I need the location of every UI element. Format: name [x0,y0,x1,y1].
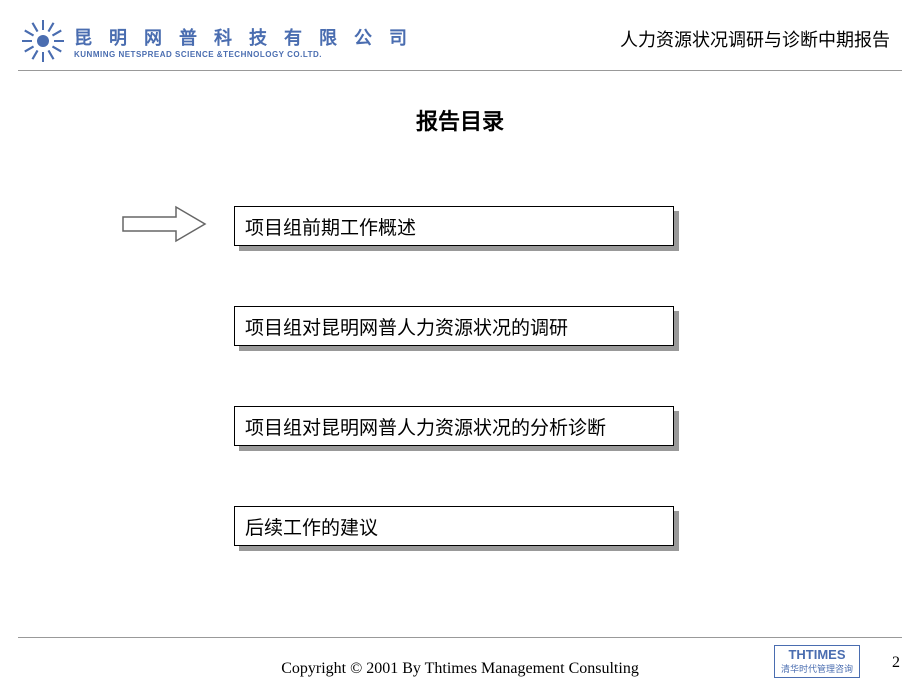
company-name-en: KUNMING NETSPREAD SCIENCE &TECHNOLOGY CO… [74,50,413,59]
toc-item: 项目组对昆明网普人力资源状况的调研 [234,306,674,346]
toc-list: 项目组前期工作概述 项目组对昆明网普人力资源状况的调研 项目组对昆明网普人力资源… [234,206,920,546]
toc-box: 项目组对昆明网普人力资源状况的分析诊断 [234,406,674,446]
toc-label: 项目组前期工作概述 [245,213,416,240]
footer-badge: THTIMES 清华时代管理咨询 [774,645,860,678]
toc-label: 后续工作的建议 [245,513,378,540]
header-divider [18,70,902,71]
logo-text: 昆 明 网 普 科 技 有 限 公 司 KUNMING NETSPREAD SC… [74,24,413,59]
report-title: 人力资源状况调研与诊断中期报告 [620,18,890,52]
logo-block: 昆 明 网 普 科 技 有 限 公 司 KUNMING NETSPREAD SC… [20,18,413,64]
toc-label: 项目组对昆明网普人力资源状况的调研 [245,313,568,340]
footer-divider [18,637,902,638]
toc-item: 项目组前期工作概述 [234,206,674,246]
toc-box: 项目组对昆明网普人力资源状况的调研 [234,306,674,346]
toc-box: 后续工作的建议 [234,506,674,546]
footer: Copyright © 2001 By Thtimes Management C… [0,660,920,678]
header: 昆 明 网 普 科 技 有 限 公 司 KUNMING NETSPREAD SC… [0,0,920,74]
badge-subtitle: 清华时代管理咨询 [781,662,853,675]
toc-item: 项目组对昆明网普人力资源状况的分析诊断 [234,406,674,446]
company-name-cn: 昆 明 网 普 科 技 有 限 公 司 [74,24,413,50]
badge-title: THTIMES [781,647,853,662]
arrow-indicator-icon [120,205,208,243]
page-title: 报告目录 [0,104,920,136]
page-number: 2 [892,654,900,672]
toc-label: 项目组对昆明网普人力资源状况的分析诊断 [245,413,606,440]
toc-item: 后续工作的建议 [234,506,674,546]
content-area: 项目组前期工作概述 项目组对昆明网普人力资源状况的调研 项目组对昆明网普人力资源… [0,136,920,546]
logo-icon [20,18,66,64]
copyright-text: Copyright © 2001 By Thtimes Management C… [281,660,639,678]
toc-box: 项目组前期工作概述 [234,206,674,246]
